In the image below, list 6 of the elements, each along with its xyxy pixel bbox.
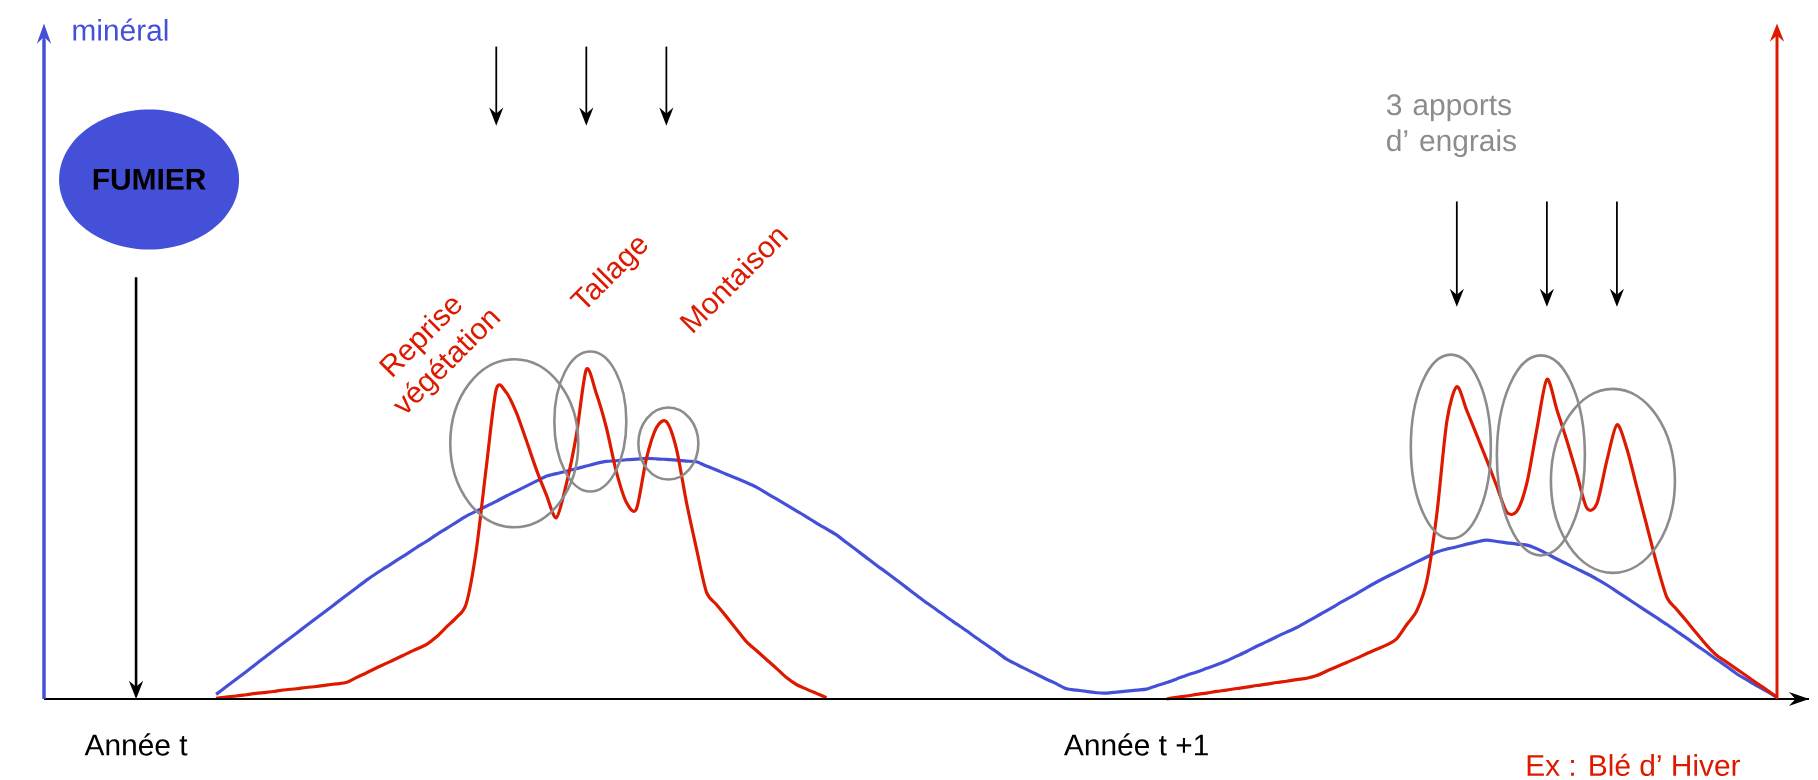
x-tick-label: Année t +1 [1063, 733, 1208, 756]
text: Ex : Blé d’ Hiver [1527, 753, 1741, 777]
text: FUMIER [93, 168, 206, 190]
text: 3 apports d’ engrais [1386, 94, 1516, 158]
x-tick-label: Année t [84, 733, 188, 756]
text: minéral [73, 18, 168, 41]
